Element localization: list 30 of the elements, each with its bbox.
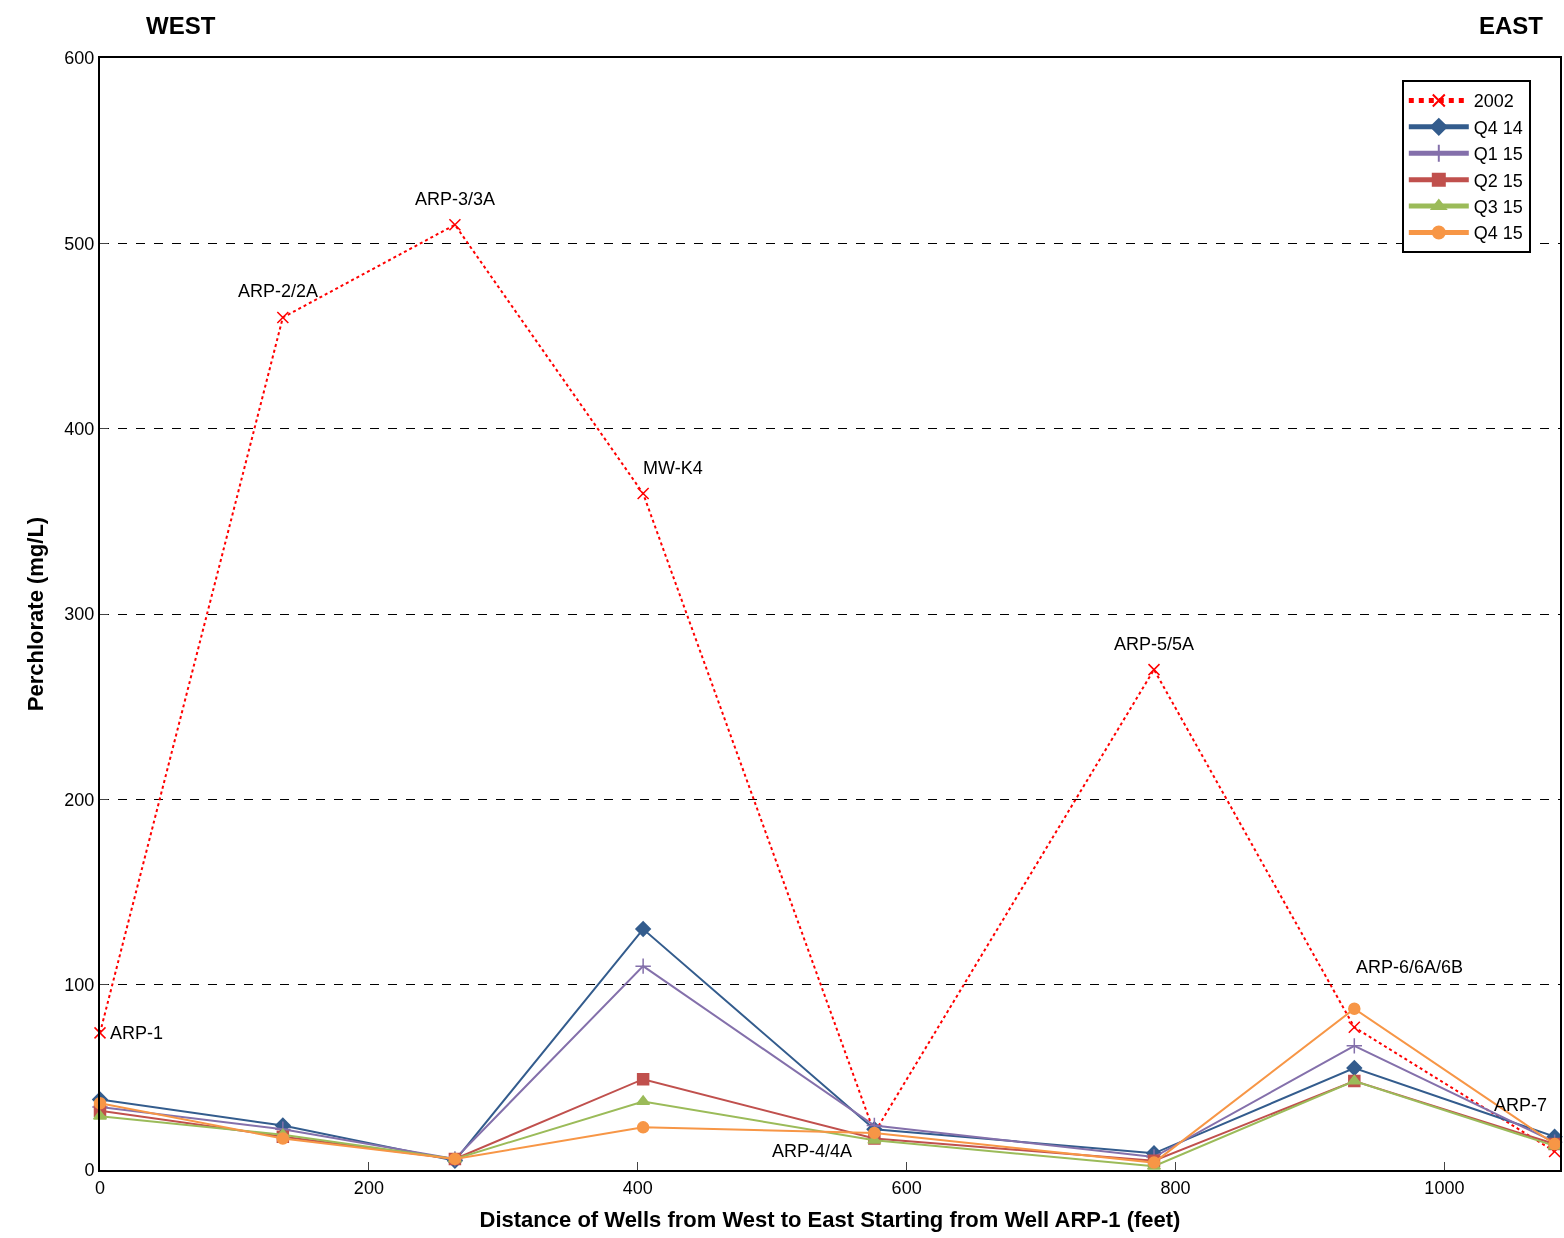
legend-label: Q4 15 xyxy=(1473,223,1523,244)
annotation: ARP-4/4A xyxy=(772,1141,853,1161)
x-axis-title: Distance of Wells from West to East Starting from Well ARP-1 (feet) xyxy=(479,1207,1181,1232)
annotation: ARP-5/5A xyxy=(1114,634,1195,654)
y-tick-label: 500 xyxy=(64,233,95,254)
annotation: ARP-6/6A/6B xyxy=(1356,957,1464,977)
annotation: ARP-2/2A xyxy=(238,281,319,301)
annotation: MW-K4 xyxy=(643,458,703,478)
y-tick-label: 600 xyxy=(64,48,95,69)
x-tick-label: 800 xyxy=(1160,1177,1191,1198)
y-tick-label: 300 xyxy=(64,604,95,625)
x-tick-label: 600 xyxy=(891,1177,922,1198)
y-tick-label: 400 xyxy=(64,418,95,439)
text: EAST xyxy=(1479,12,1544,39)
x-tick-label: 1000 xyxy=(1424,1177,1465,1198)
y-tick-label: 200 xyxy=(64,789,95,810)
annotation: ARP-3/3A xyxy=(415,189,496,209)
legend-label: Q2 15 xyxy=(1473,170,1523,191)
y-tick-label: 100 xyxy=(64,974,95,995)
annotation: ARP-1 xyxy=(110,1023,164,1043)
x-tick-label: 200 xyxy=(353,1177,384,1198)
legend-label: Q4 14 xyxy=(1473,117,1523,138)
x-tick-label: 400 xyxy=(622,1177,653,1198)
annotation: ARP-7 xyxy=(1494,1095,1548,1115)
legend-label: Q3 15 xyxy=(1473,197,1523,218)
legend-label: 2002 xyxy=(1473,91,1514,112)
legend-label: Q1 15 xyxy=(1473,144,1523,165)
y-axis-title: Perchlorate (mg/L) xyxy=(22,516,48,712)
y-tick-label: 0 xyxy=(84,1160,95,1181)
text: WEST xyxy=(146,12,216,39)
